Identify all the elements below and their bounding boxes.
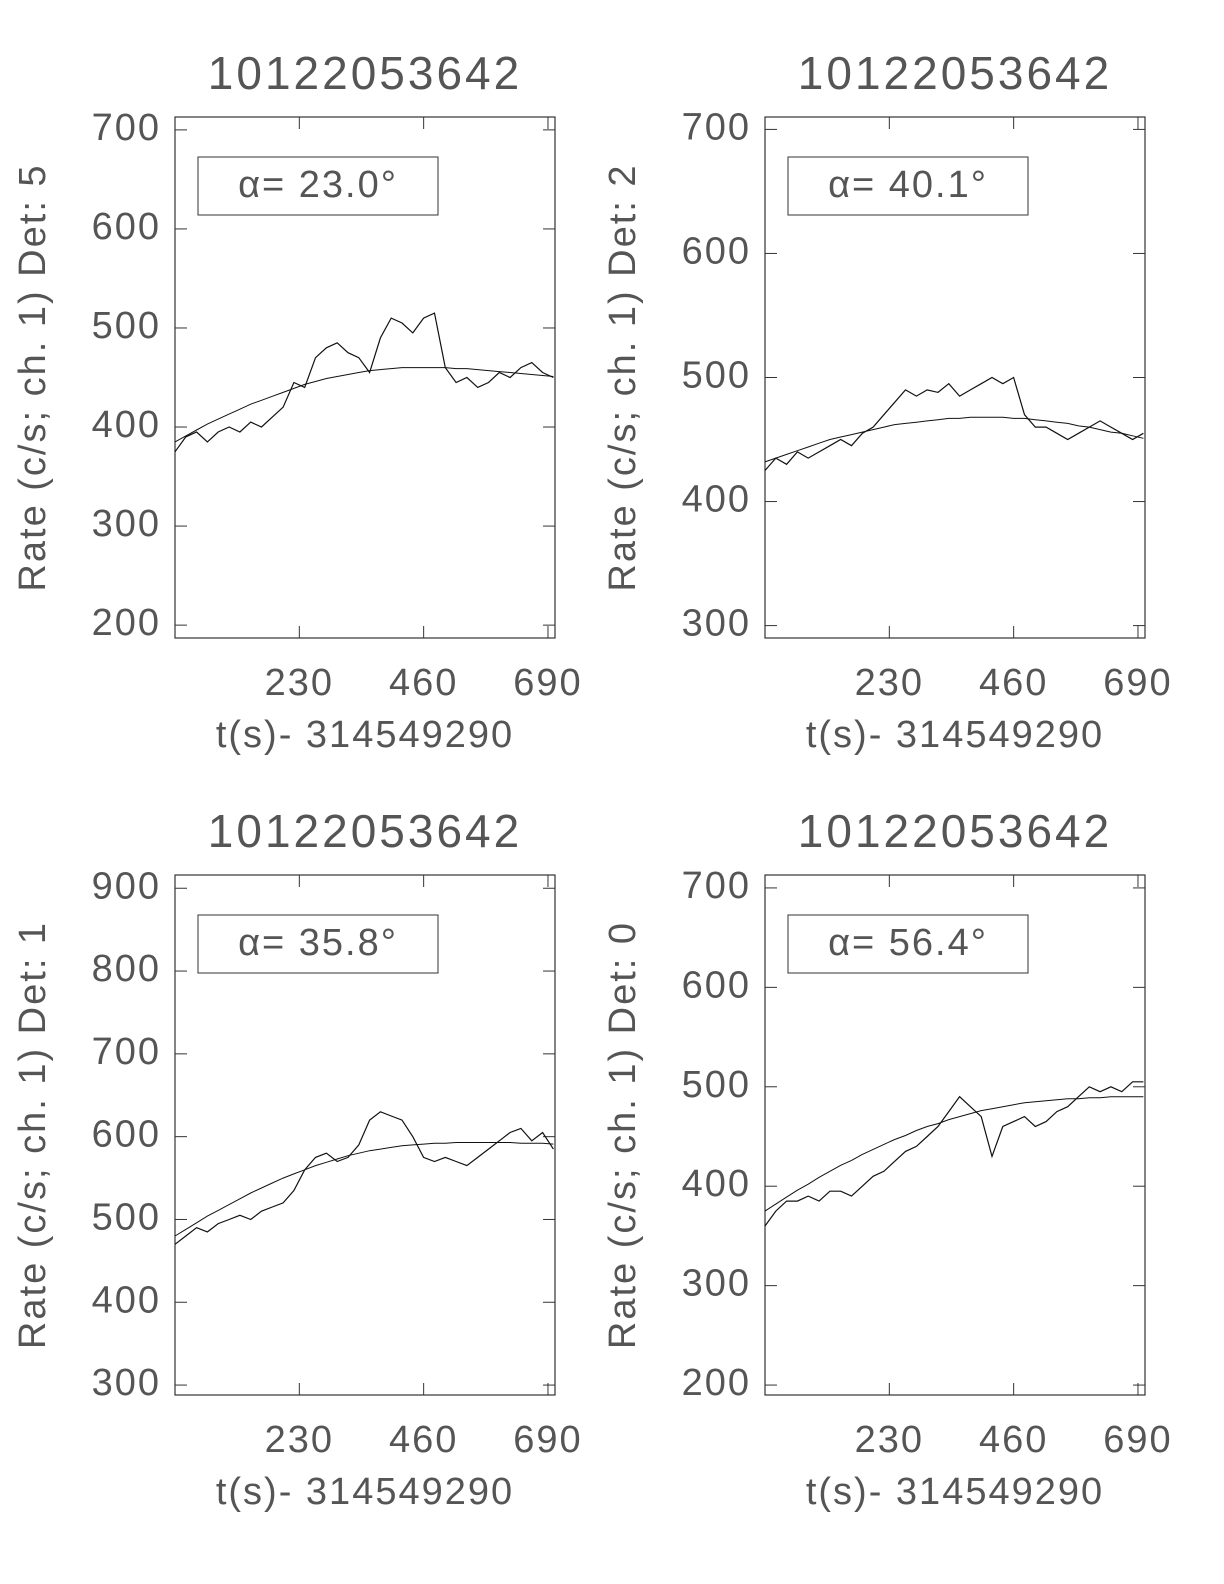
data-line — [174, 1111, 554, 1245]
y-tick-label: 600 — [92, 206, 161, 248]
plot-frame — [764, 874, 1146, 1396]
x-tick-label: 690 — [513, 662, 582, 704]
annotation-box — [197, 914, 439, 974]
y-tick-label: 300 — [92, 503, 161, 545]
x-tick-label: 460 — [389, 1419, 458, 1461]
x-axis-label: t(s)- 314549290 — [216, 714, 514, 756]
x-tick-label: 230 — [265, 662, 334, 704]
fit-line — [174, 1142, 554, 1237]
y-tick-label: 600 — [682, 230, 751, 272]
y-tick-label: 300 — [682, 1263, 751, 1305]
annotation-box — [787, 914, 1029, 974]
chart-title: 10122053642 — [208, 47, 522, 99]
data-line — [764, 1081, 1144, 1227]
x-tick-label: 230 — [265, 1419, 334, 1461]
x-tick-label: 690 — [1103, 662, 1172, 704]
x-axis-label: t(s)- 314549290 — [806, 1471, 1104, 1513]
x-tick-label: 690 — [1103, 1419, 1172, 1461]
plot-frame — [174, 874, 556, 1396]
y-tick-label: 200 — [682, 1362, 751, 1404]
x-tick-label: 460 — [979, 662, 1048, 704]
x-axis-label: t(s)- 314549290 — [216, 1471, 514, 1513]
y-tick-label: 600 — [92, 1114, 161, 1156]
y-axis-label: Rate (c/s; ch. 1) Det: 2 — [602, 163, 644, 591]
y-tick-label: 500 — [92, 305, 161, 347]
y-tick-label: 500 — [682, 355, 751, 397]
y-tick-label: 300 — [92, 1362, 161, 1404]
y-tick-label: 400 — [92, 404, 161, 446]
chart-title: 10122053642 — [798, 47, 1112, 99]
y-tick-label: 400 — [92, 1279, 161, 1321]
x-tick-label: 230 — [855, 662, 924, 704]
y-tick-label: 700 — [92, 1031, 161, 1073]
chart-title: 10122053642 — [208, 805, 522, 857]
y-axis-label: Rate (c/s; ch. 1) Det: 1 — [12, 921, 54, 1349]
y-tick-label: 300 — [682, 603, 751, 645]
y-tick-label: 800 — [92, 948, 161, 990]
x-tick-label: 460 — [389, 662, 458, 704]
y-tick-label: 500 — [682, 1064, 751, 1106]
fit-line — [764, 416, 1144, 463]
annotation-box — [197, 156, 439, 216]
annotation: α= 40.1° — [828, 164, 988, 206]
y-tick-label: 400 — [682, 1163, 751, 1205]
y-tick-label: 200 — [92, 602, 161, 644]
annotation: α= 23.0° — [238, 164, 398, 206]
annotation: α= 35.8° — [238, 922, 398, 964]
annotation-box — [787, 156, 1029, 216]
x-tick-label: 230 — [855, 1419, 924, 1461]
y-tick-label: 700 — [682, 106, 751, 148]
x-tick-label: 460 — [979, 1419, 1048, 1461]
y-axis-label: Rate (c/s; ch. 1) Det: 0 — [602, 921, 644, 1349]
y-tick-label: 600 — [682, 964, 751, 1006]
fit-line — [764, 1096, 1144, 1212]
annotation: α= 56.4° — [828, 922, 988, 964]
x-axis-label: t(s)- 314549290 — [806, 714, 1104, 756]
fit-line — [174, 367, 554, 443]
y-tick-label: 900 — [92, 865, 161, 907]
y-tick-label: 500 — [92, 1196, 161, 1238]
y-tick-label: 700 — [92, 107, 161, 149]
data-line — [174, 312, 554, 453]
chart-title: 10122053642 — [798, 805, 1112, 857]
y-axis-label: Rate (c/s; ch. 1) Det: 5 — [12, 163, 54, 591]
y-tick-label: 400 — [682, 479, 751, 521]
plot-frame — [174, 116, 556, 639]
y-tick-label: 700 — [682, 865, 751, 907]
x-tick-label: 690 — [513, 1419, 582, 1461]
data-line — [764, 376, 1144, 471]
